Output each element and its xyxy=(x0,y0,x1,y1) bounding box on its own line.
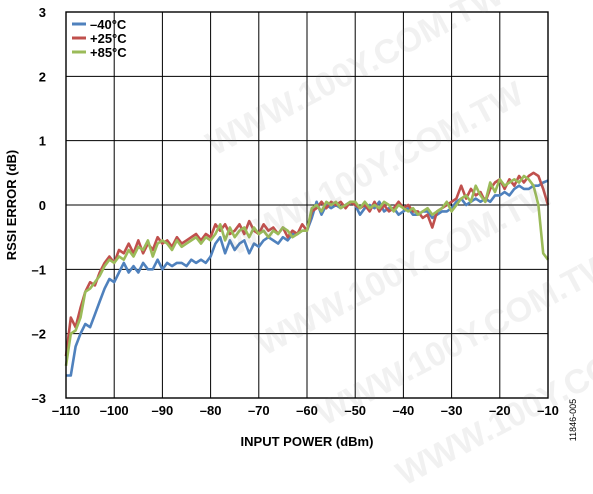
x-tick-label: –90 xyxy=(152,403,174,418)
x-tick-labels: –110 –100 –90 –80 –70 –60 –50 –40 –30 –20 –10 xyxy=(52,403,559,418)
x-tick-label: –110 xyxy=(52,403,80,418)
y-tick-label: –1 xyxy=(32,262,46,277)
y-tick-label: 1 xyxy=(39,134,46,149)
rssi-error-chart: –110 –100 –90 –80 –70 –60 –50 –40 –30 –20 –10 –3–2… xyxy=(0,0,593,453)
legend-label-3: +85°C xyxy=(90,45,127,60)
series-line-3 xyxy=(64,174,550,366)
x-tick-label: –40 xyxy=(393,403,415,418)
x-tick-label: –70 xyxy=(248,403,270,418)
y-tick-label: 0 xyxy=(39,198,46,213)
plot-frame xyxy=(65,11,549,399)
x-tick-label: –50 xyxy=(344,403,366,418)
figure-id: 11846-005 xyxy=(568,399,578,441)
x-tick-label: –80 xyxy=(200,403,222,418)
chart-background xyxy=(0,0,593,453)
y-tick-label: 3 xyxy=(39,5,46,20)
x-tick-label: –20 xyxy=(489,403,511,418)
x-tick-label: –60 xyxy=(296,403,318,418)
y-tick-label: –3 xyxy=(32,391,46,406)
series-lines xyxy=(64,171,550,377)
x-tick-label: –100 xyxy=(100,403,129,418)
x-axis-title: INPUT POWER (dBm) xyxy=(241,434,374,449)
x-tick-label: –10 xyxy=(537,403,559,418)
legend: –40°C+25°C+85°C xyxy=(72,17,127,60)
legend-label-1: –40°C xyxy=(90,17,127,32)
x-tick-label: –30 xyxy=(441,403,463,418)
y-tick-label: –2 xyxy=(32,327,46,342)
y-tick-label: 2 xyxy=(39,69,46,84)
y-axis-title: RSSI ERROR (dB) xyxy=(4,150,19,261)
y-tick-labels: –3 –2 –1 0 1 2 3 xyxy=(32,5,46,406)
legend-label-2: +25°C xyxy=(90,31,127,46)
